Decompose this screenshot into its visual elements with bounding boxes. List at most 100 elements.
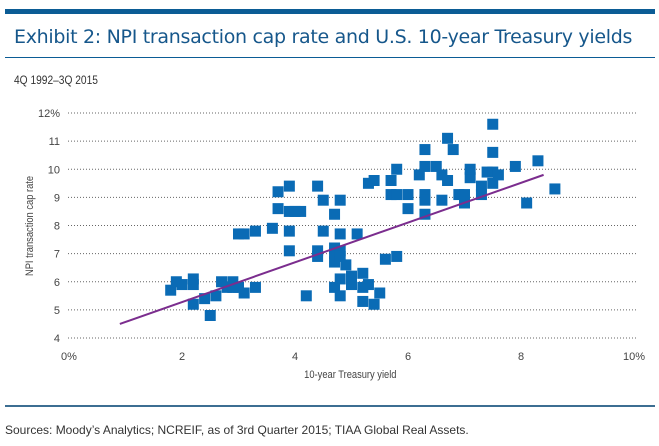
data-point [492, 169, 504, 181]
chart-subtitle: 4Q 1992–3Q 2015 [14, 73, 98, 87]
data-point [447, 144, 459, 156]
data-point [346, 279, 357, 291]
data-point [334, 228, 346, 240]
data-point [233, 228, 244, 240]
x-tick-label: 0% [61, 351, 77, 363]
data-point [419, 160, 431, 172]
data-point [419, 189, 431, 201]
data-point [368, 175, 380, 186]
data-point [475, 189, 487, 201]
data-point [487, 146, 499, 158]
data-point [187, 298, 199, 310]
data-point [317, 194, 329, 206]
data-point [199, 293, 211, 305]
x-tick-labels: 0% 2 4 6 8 10% [61, 351, 645, 363]
x-axis-label: 10-year Treasury yield [304, 369, 397, 381]
data-point [334, 250, 346, 262]
data-point [329, 256, 341, 268]
data-point [165, 284, 177, 296]
y-tick-label: 11 [49, 136, 60, 148]
data-point [334, 290, 346, 302]
data-point [430, 160, 442, 172]
data-point [176, 279, 188, 291]
data-point [357, 295, 369, 307]
data-point [419, 194, 431, 206]
data-point [210, 290, 222, 302]
y-tick-labels: 4 5 6 7 8 9 10 11 12% [38, 108, 60, 345]
x-tick-label: 6 [405, 351, 411, 363]
data-point [402, 203, 414, 215]
data-point [238, 228, 250, 240]
data-point [459, 189, 470, 201]
data-point [419, 144, 431, 156]
data-point [532, 155, 544, 167]
data-point [368, 298, 380, 310]
data-point [227, 276, 239, 288]
y-tick-label: 12% [38, 108, 60, 120]
data-point [283, 225, 295, 237]
data-point [346, 270, 357, 282]
data-point [266, 222, 278, 234]
data-point [289, 205, 301, 217]
data-point [436, 169, 448, 181]
data-point [385, 189, 397, 201]
footer-divider [5, 405, 655, 407]
data-point [329, 208, 341, 220]
data-points [165, 118, 561, 321]
data-point [312, 180, 324, 192]
data-point [283, 205, 295, 217]
data-point [357, 281, 369, 293]
source-note: Sources: Moody’s Analytics; NCREIF, as o… [5, 423, 469, 437]
data-point [357, 267, 369, 279]
data-point [413, 169, 425, 181]
data-point [475, 180, 487, 192]
data-point [385, 175, 397, 186]
scatter-chart: 4 5 6 7 8 9 10 11 12% 0% 2 4 6 8 10% NPI transaction … [24, 108, 645, 381]
y-tick-label: 7 [54, 249, 60, 261]
data-point [272, 203, 284, 215]
data-point [312, 245, 324, 257]
data-point [487, 177, 499, 189]
y-tick-label: 8 [54, 221, 60, 233]
data-point [391, 250, 403, 262]
y-tick-label: 9 [54, 192, 60, 204]
data-point [549, 183, 561, 195]
data-point [216, 276, 228, 288]
data-point [329, 281, 341, 293]
data-point [170, 276, 182, 288]
data-point [221, 281, 233, 293]
data-point [362, 177, 374, 189]
y-axis-label: NPI transaction cap rate [24, 176, 36, 276]
data-point [329, 248, 341, 260]
data-point [249, 225, 261, 237]
x-tick-label: 10% [623, 351, 645, 363]
y-tick-label: 5 [54, 305, 60, 317]
data-point [312, 250, 324, 262]
data-point [402, 189, 414, 201]
data-point [521, 197, 533, 209]
data-point [453, 189, 465, 201]
data-point [283, 245, 295, 257]
data-point [419, 208, 431, 220]
header-accent-bar [5, 9, 655, 14]
data-point [481, 166, 493, 178]
gridlines [68, 112, 636, 339]
data-point [487, 118, 499, 130]
chart-title: Exhibit 2: NPI transaction cap rate and … [14, 26, 633, 48]
title-divider [5, 57, 655, 58]
data-point [334, 194, 346, 206]
data-point [187, 273, 199, 285]
data-point [272, 186, 284, 198]
data-point [374, 287, 386, 299]
data-point [300, 290, 312, 302]
data-point [233, 281, 244, 293]
data-point [238, 287, 250, 299]
data-point [340, 259, 352, 271]
data-point [442, 175, 454, 186]
data-point [464, 172, 476, 184]
x-tick-label: 4 [292, 351, 298, 363]
data-point [334, 273, 346, 285]
data-point [283, 180, 295, 192]
y-tick-label: 4 [54, 333, 60, 345]
y-tick-label: 10 [48, 164, 60, 176]
